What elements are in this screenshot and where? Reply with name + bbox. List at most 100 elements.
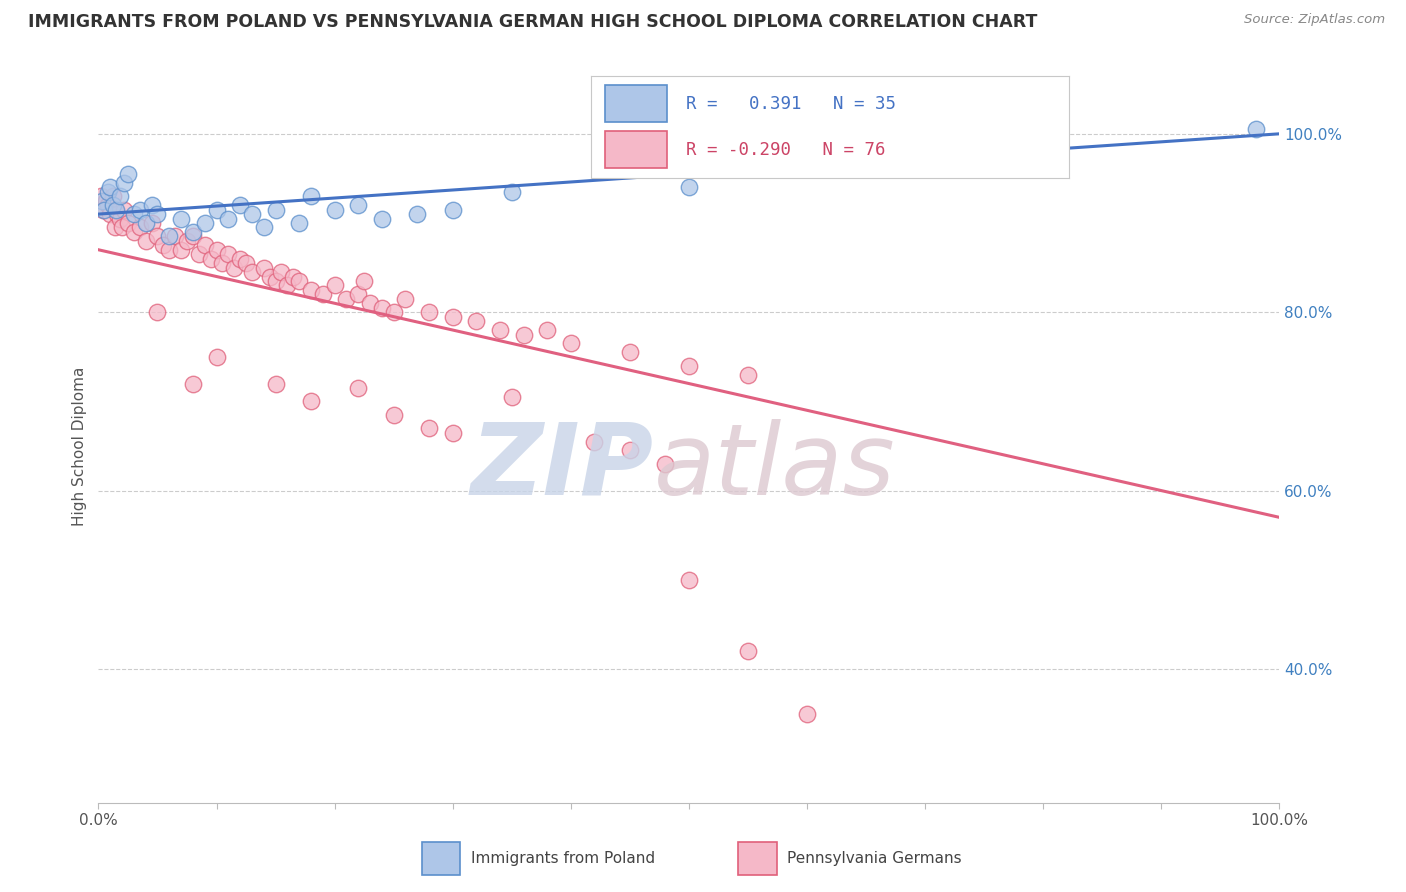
Text: Source: ZipAtlas.com: Source: ZipAtlas.com [1244, 13, 1385, 27]
Point [678, 180, 700, 194]
Point [299, 394, 322, 409]
Point [194, 216, 217, 230]
Point [135, 216, 157, 230]
Y-axis label: High School Diploma: High School Diploma [72, 367, 87, 525]
Point [229, 198, 252, 212]
Point [323, 278, 346, 293]
Point [347, 198, 370, 212]
Point [678, 573, 700, 587]
Point [98, 207, 121, 221]
Point [796, 706, 818, 721]
Point [181, 376, 204, 391]
Point [98, 180, 121, 194]
Point [205, 350, 228, 364]
Point [128, 202, 150, 217]
Point [205, 202, 228, 217]
Point [323, 202, 346, 217]
Point [312, 287, 335, 301]
Point [406, 207, 429, 221]
Point [105, 207, 128, 221]
Point [418, 305, 440, 319]
Point [253, 260, 276, 275]
Point [205, 243, 228, 257]
Point [108, 189, 131, 203]
Point [253, 220, 276, 235]
Point [224, 260, 246, 275]
Point [235, 256, 257, 270]
Point [97, 198, 120, 212]
Point [200, 252, 222, 266]
Point [181, 229, 204, 244]
Point [264, 376, 287, 391]
Point [737, 368, 759, 382]
Point [465, 314, 488, 328]
Point [299, 189, 322, 203]
Point [489, 323, 512, 337]
Point [93, 202, 115, 217]
Point [211, 256, 233, 270]
Point [94, 194, 117, 208]
Point [441, 310, 464, 324]
Point [122, 207, 145, 221]
Point [122, 225, 145, 239]
Point [101, 189, 124, 203]
Point [240, 207, 263, 221]
Point [181, 225, 204, 239]
Point [187, 247, 209, 261]
Point [90, 189, 112, 203]
Text: R =   0.391   N = 35: R = 0.391 N = 35 [686, 95, 896, 112]
FancyBboxPatch shape [738, 842, 778, 874]
Point [259, 269, 281, 284]
Point [146, 229, 169, 244]
Point [217, 247, 239, 261]
Point [347, 287, 370, 301]
Point [91, 202, 114, 217]
Point [194, 238, 217, 252]
Text: IMMIGRANTS FROM POLAND VS PENNSYLVANIA GERMAN HIGH SCHOOL DIPLOMA CORRELATION CH: IMMIGRANTS FROM POLAND VS PENNSYLVANIA G… [28, 13, 1038, 31]
Point [371, 211, 394, 226]
Point [560, 336, 582, 351]
Point [299, 283, 322, 297]
Point [240, 265, 263, 279]
Point [117, 216, 139, 230]
Point [347, 381, 370, 395]
Text: Pennsylvania Germans: Pennsylvania Germans [787, 851, 962, 866]
Point [583, 434, 606, 449]
Point [157, 243, 180, 257]
FancyBboxPatch shape [605, 85, 666, 122]
Point [141, 216, 163, 230]
Point [619, 345, 641, 359]
Point [135, 234, 157, 248]
Point [1244, 122, 1267, 136]
Point [152, 238, 174, 252]
Point [512, 327, 534, 342]
Point [176, 234, 198, 248]
Point [170, 243, 193, 257]
Point [264, 274, 287, 288]
Point [91, 194, 114, 208]
Point [394, 292, 416, 306]
Point [117, 167, 139, 181]
Point [288, 216, 311, 230]
Point [104, 220, 127, 235]
Point [441, 425, 464, 440]
Point [536, 323, 558, 337]
FancyBboxPatch shape [605, 131, 666, 168]
Point [619, 443, 641, 458]
Point [111, 220, 134, 235]
Point [353, 274, 375, 288]
Point [501, 390, 523, 404]
Point [141, 198, 163, 212]
Point [914, 158, 936, 172]
Point [418, 421, 440, 435]
Text: Immigrants from Poland: Immigrants from Poland [471, 851, 655, 866]
Point [112, 176, 135, 190]
FancyBboxPatch shape [422, 842, 461, 874]
Point [101, 198, 124, 212]
Point [382, 305, 405, 319]
Point [371, 301, 394, 315]
Point [501, 185, 523, 199]
Point [359, 296, 381, 310]
Text: R = -0.290   N = 76: R = -0.290 N = 76 [686, 141, 886, 159]
Text: ZIP: ZIP [471, 419, 654, 516]
